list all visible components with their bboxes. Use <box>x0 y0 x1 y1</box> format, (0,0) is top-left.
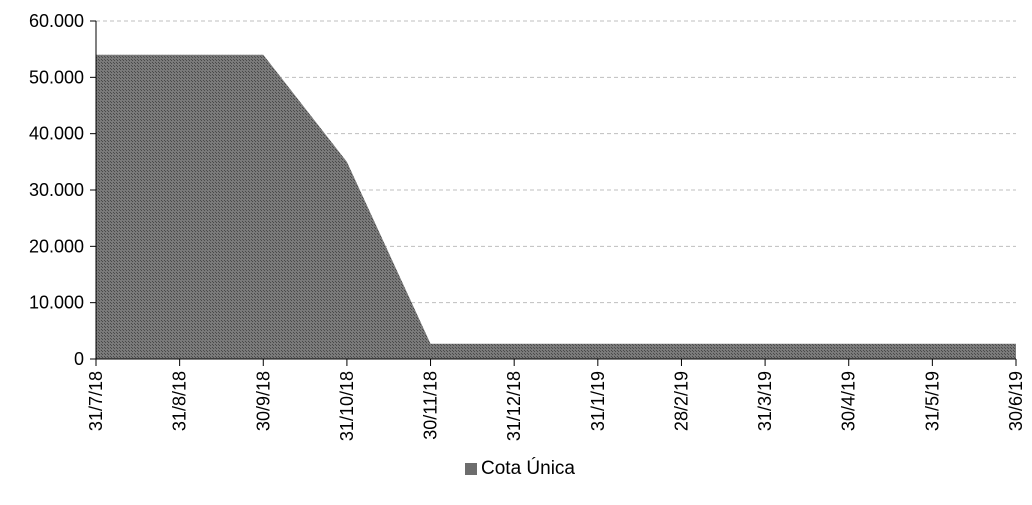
x-tick-label: 31/3/19 <box>755 371 775 431</box>
y-tick-label: 60.000 <box>29 11 84 31</box>
x-tick-label: 31/12/18 <box>504 371 524 441</box>
y-tick-label: 10.000 <box>29 293 84 313</box>
area-series-cota-unica <box>96 54 1016 360</box>
x-tick-label: 31/10/18 <box>337 371 357 441</box>
x-tick-labels: 31/7/18 31/8/18 30/9/18 31/10/18 30/11/18 31/… <box>86 371 1026 441</box>
x-tick-label: 30/9/18 <box>253 371 273 431</box>
y-tick-label: 50.000 <box>29 67 84 87</box>
gridlines <box>96 20 1016 304</box>
y-tick-label: 20.000 <box>29 236 84 256</box>
y-tick-label: 30.000 <box>29 180 84 200</box>
legend-swatch <box>465 463 477 475</box>
y-tick-label: 0 <box>74 349 84 369</box>
y-tick-labels: 0 10.000 20.000 30.000 40.000 50.000 60.000 <box>29 11 84 369</box>
x-tick-label: 31/8/18 <box>170 371 190 431</box>
x-tick-label: 31/1/19 <box>588 371 608 431</box>
axes <box>90 20 1017 366</box>
x-tick-label: 30/4/19 <box>839 371 859 431</box>
y-tick-label: 40.000 <box>29 124 84 144</box>
x-tick-label: 30/6/19 <box>1006 371 1026 431</box>
x-tick-label: 31/5/19 <box>922 371 942 431</box>
legend: Cota Única <box>465 458 575 480</box>
x-tick-label: 30/11/18 <box>421 371 441 440</box>
x-tick-label: 31/7/18 <box>86 371 106 431</box>
legend-label: Cota Única <box>481 458 575 479</box>
series-area <box>96 54 1016 360</box>
x-tick-label: 28/2/19 <box>671 371 691 431</box>
